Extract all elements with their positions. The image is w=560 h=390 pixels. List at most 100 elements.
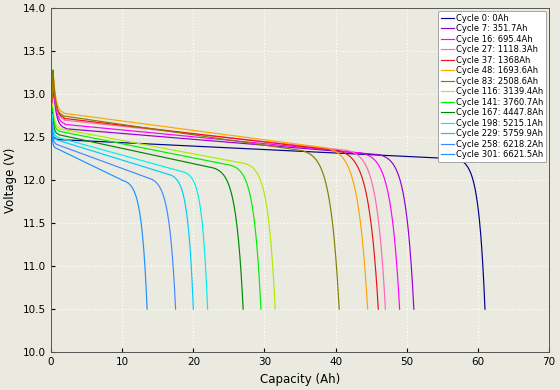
Cycle 27: 1118.3Ah: (35.7, 12.4): 1118.3Ah: (35.7, 12.4) (302, 144, 309, 148)
Cycle 83: 2508.6Ah: (2.53, 12.7): 2508.6Ah: (2.53, 12.7) (66, 114, 72, 119)
Line: Cycle 27: 1118.3Ah: Cycle 27: 1118.3Ah (51, 78, 385, 309)
Cycle 16: 695.4Ah: (49, 10.5): 695.4Ah: (49, 10.5) (396, 307, 403, 312)
Cycle 37: 1368Ah: (39.7, 12.4): 1368Ah: (39.7, 12.4) (330, 147, 337, 152)
Cycle 198: 5215.1Ah: (13.4, 12.2): 5215.1Ah: (13.4, 12.2) (143, 160, 150, 164)
Cycle 0: 0Ah: (35.5, 12.3): 0Ah: (35.5, 12.3) (300, 149, 307, 154)
Line: Cycle 141: 3760.7Ah: Cycle 141: 3760.7Ah (51, 108, 261, 309)
Y-axis label: Voltage (V): Voltage (V) (4, 147, 17, 213)
Cycle 141: 3760.7Ah: (0.185, 12.8): 3760.7Ah: (0.185, 12.8) (49, 106, 56, 110)
Cycle 167: 4447.8Ah: (27, 10.5): 4447.8Ah: (27, 10.5) (240, 307, 246, 312)
Cycle 27: 1118.3Ah: (2.94, 12.7): 1118.3Ah: (2.94, 12.7) (69, 119, 76, 123)
Cycle 37: 1368Ah: (2.88, 12.7): 1368Ah: (2.88, 12.7) (68, 117, 75, 122)
Cycle 37: 1368Ah: (0, 12.7): 1368Ah: (0, 12.7) (48, 116, 54, 121)
Cycle 116: 3139.4Ah: (23.9, 12.2): 3139.4Ah: (23.9, 12.2) (218, 157, 225, 161)
Cycle 48: 1693.6Ah: (27.1, 12.5): 1693.6Ah: (27.1, 12.5) (240, 135, 247, 139)
Cycle 198: 5215.1Ah: (19, 12.1): 5215.1Ah: (19, 12.1) (183, 171, 189, 176)
Cycle 167: 4447.8Ah: (17.2, 12.2): 4447.8Ah: (17.2, 12.2) (170, 157, 177, 162)
Cycle 83: 2508.6Ah: (34.9, 12.4): 2508.6Ah: (34.9, 12.4) (296, 148, 303, 152)
Cycle 116: 3139.4Ah: (18.3, 12.3): 3139.4Ah: (18.3, 12.3) (178, 149, 185, 154)
Cycle 48: 1693.6Ah: (38.4, 12.4): 1693.6Ah: (38.4, 12.4) (321, 145, 328, 150)
Cycle 27: 1118.3Ah: (0.294, 13.2): 1118.3Ah: (0.294, 13.2) (50, 76, 57, 81)
Cycle 141: 3760.7Ah: (29.5, 10.5): 3760.7Ah: (29.5, 10.5) (258, 307, 264, 312)
Cycle 301: 6621.5Ah: (7.86, 12.1): 6621.5Ah: (7.86, 12.1) (104, 170, 110, 175)
Cycle 83: 2508.6Ah: (23.6, 12.5): 2508.6Ah: (23.6, 12.5) (216, 136, 222, 141)
Cycle 258: 6218.2Ah: (1.1, 12.4): 6218.2Ah: (1.1, 12.4) (55, 143, 62, 147)
Cycle 258: 6218.2Ah: (15.1, 11.9): 6218.2Ah: (15.1, 11.9) (155, 183, 162, 188)
Line: Cycle 16: 695.4Ah: Cycle 16: 695.4Ah (51, 83, 400, 309)
Cycle 198: 5215.1Ah: (14, 12.2): 5215.1Ah: (14, 12.2) (148, 161, 155, 165)
Cycle 301: 6621.5Ah: (0.845, 12.4): 6621.5Ah: (0.845, 12.4) (54, 146, 60, 151)
Cycle 7: 351.7Ah: (0.319, 13.1): 351.7Ah: (0.319, 13.1) (50, 85, 57, 90)
Line: Cycle 229: 5759.9Ah: Cycle 229: 5759.9Ah (51, 119, 193, 309)
Cycle 229: 5759.9Ah: (11.6, 12.2): 5759.9Ah: (11.6, 12.2) (130, 161, 137, 166)
Cycle 27: 1118.3Ah: (30, 12.5): 1118.3Ah: (30, 12.5) (261, 139, 268, 144)
Cycle 258: 6218.2Ah: (10.2, 12.1): 6218.2Ah: (10.2, 12.1) (120, 167, 127, 171)
Cycle 37: 1368Ah: (46, 10.5): 1368Ah: (46, 10.5) (375, 307, 382, 312)
Cycle 0: 0Ah: (0, 12.5): 0Ah: (0, 12.5) (48, 138, 54, 142)
Cycle 0: 0Ah: (37.1, 12.3): 0Ah: (37.1, 12.3) (312, 150, 319, 154)
Cycle 83: 2508.6Ah: (40.5, 10.5): 2508.6Ah: (40.5, 10.5) (336, 307, 343, 312)
Cycle 198: 5215.1Ah: (1.38, 12.5): 5215.1Ah: (1.38, 12.5) (58, 136, 64, 141)
Cycle 198: 5215.1Ah: (16.7, 12.1): 5215.1Ah: (16.7, 12.1) (167, 166, 174, 170)
Cycle 37: 1368Ah: (34.9, 12.4): 1368Ah: (34.9, 12.4) (296, 144, 303, 148)
Cycle 229: 5759.9Ah: (20, 10.5): 5759.9Ah: (20, 10.5) (190, 307, 197, 312)
Cycle 167: 4447.8Ah: (0.169, 12.8): 4447.8Ah: (0.169, 12.8) (49, 110, 55, 115)
Cycle 229: 5759.9Ah: (12.8, 12.2): 5759.9Ah: (12.8, 12.2) (138, 164, 145, 168)
Cycle 7: 351.7Ah: (0, 12.6): 351.7Ah: (0, 12.6) (48, 126, 54, 131)
Cycle 116: 3139.4Ah: (27.2, 12.2): 3139.4Ah: (27.2, 12.2) (241, 161, 248, 166)
Cycle 301: 6621.5Ah: (8.21, 12.1): 6621.5Ah: (8.21, 12.1) (106, 172, 113, 176)
Cycle 229: 5759.9Ah: (0, 12.5): 5759.9Ah: (0, 12.5) (48, 138, 54, 142)
Cycle 27: 1118.3Ah: (28.6, 12.5): 1118.3Ah: (28.6, 12.5) (251, 138, 258, 143)
Cycle 229: 5759.9Ah: (0.125, 12.7): 5759.9Ah: (0.125, 12.7) (49, 117, 55, 121)
Cycle 141: 3760.7Ah: (22.4, 12.2): 3760.7Ah: (22.4, 12.2) (207, 159, 214, 163)
Cycle 37: 1368Ah: (26.8, 12.5): 1368Ah: (26.8, 12.5) (238, 137, 245, 142)
Cycle 16: 695.4Ah: (0.307, 13.1): 695.4Ah: (0.307, 13.1) (50, 80, 57, 85)
Line: Cycle 198: 5215.1Ah: Cycle 198: 5215.1Ah (51, 114, 208, 309)
Line: Cycle 167: 4447.8Ah: Cycle 167: 4447.8Ah (51, 112, 243, 309)
Cycle 7: 351.7Ah: (3.19, 12.6): 351.7Ah: (3.19, 12.6) (71, 127, 77, 132)
Legend: Cycle 0: 0Ah, Cycle 7: 351.7Ah, Cycle 16: 695.4Ah, Cycle 27: 1118.3Ah, Cycle 37:: Cycle 0: 0Ah, Cycle 7: 351.7Ah, Cycle 16… (438, 11, 547, 162)
Cycle 167: 4447.8Ah: (20.5, 12.2): 4447.8Ah: (20.5, 12.2) (194, 162, 200, 167)
Cycle 7: 351.7Ah: (32.6, 12.4): 351.7Ah: (32.6, 12.4) (279, 144, 286, 149)
Cycle 37: 1368Ah: (29.4, 12.5): 1368Ah: (29.4, 12.5) (256, 139, 263, 144)
Cycle 167: 4447.8Ah: (0, 12.5): 4447.8Ah: (0, 12.5) (48, 133, 54, 137)
Cycle 0: 0Ah: (0.305, 12.5): 0Ah: (0.305, 12.5) (50, 135, 57, 140)
Cycle 16: 695.4Ah: (42.3, 12.3): 695.4Ah: (42.3, 12.3) (348, 150, 355, 154)
Cycle 83: 2508.6Ah: (30.8, 12.4): 2508.6Ah: (30.8, 12.4) (267, 144, 273, 148)
Cycle 116: 3139.4Ah: (19.2, 12.3): 3139.4Ah: (19.2, 12.3) (184, 150, 191, 155)
Line: Cycle 7: 351.7Ah: Cycle 7: 351.7Ah (51, 88, 414, 309)
Cycle 167: 4447.8Ah: (15.7, 12.3): 4447.8Ah: (15.7, 12.3) (160, 155, 166, 160)
Cycle 0: 0Ah: (61, 10.5): 0Ah: (61, 10.5) (482, 307, 488, 312)
Cycle 48: 1693.6Ah: (44.5, 10.5): 1693.6Ah: (44.5, 10.5) (364, 307, 371, 312)
Cycle 0: 0Ah: (3.82, 12.5): 0Ah: (3.82, 12.5) (75, 138, 82, 143)
Cycle 141: 3760.7Ah: (17.9, 12.3): 3760.7Ah: (17.9, 12.3) (175, 152, 182, 157)
Cycle 141: 3760.7Ah: (17.2, 12.3): 3760.7Ah: (17.2, 12.3) (170, 151, 176, 156)
Cycle 48: 1693.6Ah: (28.4, 12.5): 1693.6Ah: (28.4, 12.5) (250, 136, 256, 140)
Cycle 301: 6621.5Ah: (10.3, 12): 6621.5Ah: (10.3, 12) (121, 179, 128, 183)
Cycle 83: 2508.6Ah: (0, 12.8): 2508.6Ah: (0, 12.8) (48, 113, 54, 118)
Cycle 229: 5759.9Ah: (15.2, 12.1): 5759.9Ah: (15.2, 12.1) (156, 169, 162, 174)
Cycle 301: 6621.5Ah: (13.5, 10.5): 6621.5Ah: (13.5, 10.5) (144, 307, 151, 312)
Cycle 258: 6218.2Ah: (17.5, 10.5): 6218.2Ah: (17.5, 10.5) (172, 307, 179, 312)
Cycle 7: 351.7Ah: (44, 12.3): 351.7Ah: (44, 12.3) (361, 151, 367, 156)
Line: Cycle 48: 1693.6Ah: Cycle 48: 1693.6Ah (51, 70, 367, 309)
Cycle 258: 6218.2Ah: (11.2, 12.1): 6218.2Ah: (11.2, 12.1) (127, 169, 134, 174)
Cycle 27: 1118.3Ah: (27.4, 12.5): 1118.3Ah: (27.4, 12.5) (242, 137, 249, 142)
Cycle 7: 351.7Ah: (38.7, 12.3): 351.7Ah: (38.7, 12.3) (323, 148, 330, 152)
Cycle 229: 5759.9Ah: (1.25, 12.5): 5759.9Ah: (1.25, 12.5) (57, 138, 63, 143)
Line: Cycle 301: 6621.5Ah: Cycle 301: 6621.5Ah (51, 128, 147, 309)
Cycle 301: 6621.5Ah: (0, 12.4): 6621.5Ah: (0, 12.4) (48, 145, 54, 150)
Cycle 16: 695.4Ah: (0, 12.7): 695.4Ah: (0, 12.7) (48, 122, 54, 127)
Cycle 16: 695.4Ah: (31.3, 12.4): 695.4Ah: (31.3, 12.4) (270, 142, 277, 147)
Cycle 16: 695.4Ah: (3.07, 12.6): 695.4Ah: (3.07, 12.6) (69, 123, 76, 128)
Cycle 83: 2508.6Ah: (25.9, 12.5): 2508.6Ah: (25.9, 12.5) (232, 138, 239, 143)
Cycle 48: 1693.6Ah: (0, 12.8): 1693.6Ah: (0, 12.8) (48, 111, 54, 115)
Cycle 27: 1118.3Ah: (40.5, 12.4): 1118.3Ah: (40.5, 12.4) (336, 147, 343, 152)
Cycle 83: 2508.6Ah: (24.6, 12.5): 2508.6Ah: (24.6, 12.5) (223, 137, 230, 142)
Cycle 141: 3760.7Ah: (25.4, 12.2): 3760.7Ah: (25.4, 12.2) (228, 163, 235, 168)
Cycle 167: 4447.8Ah: (1.69, 12.5): 4447.8Ah: (1.69, 12.5) (60, 133, 67, 138)
Cycle 141: 3760.7Ah: (0, 12.6): 3760.7Ah: (0, 12.6) (48, 129, 54, 134)
Cycle 48: 1693.6Ah: (25.9, 12.5): 1693.6Ah: (25.9, 12.5) (232, 133, 239, 138)
Cycle 141: 3760.7Ah: (1.85, 12.6): 3760.7Ah: (1.85, 12.6) (61, 130, 68, 135)
Cycle 27: 1118.3Ah: (0, 12.7): 1118.3Ah: (0, 12.7) (48, 118, 54, 122)
